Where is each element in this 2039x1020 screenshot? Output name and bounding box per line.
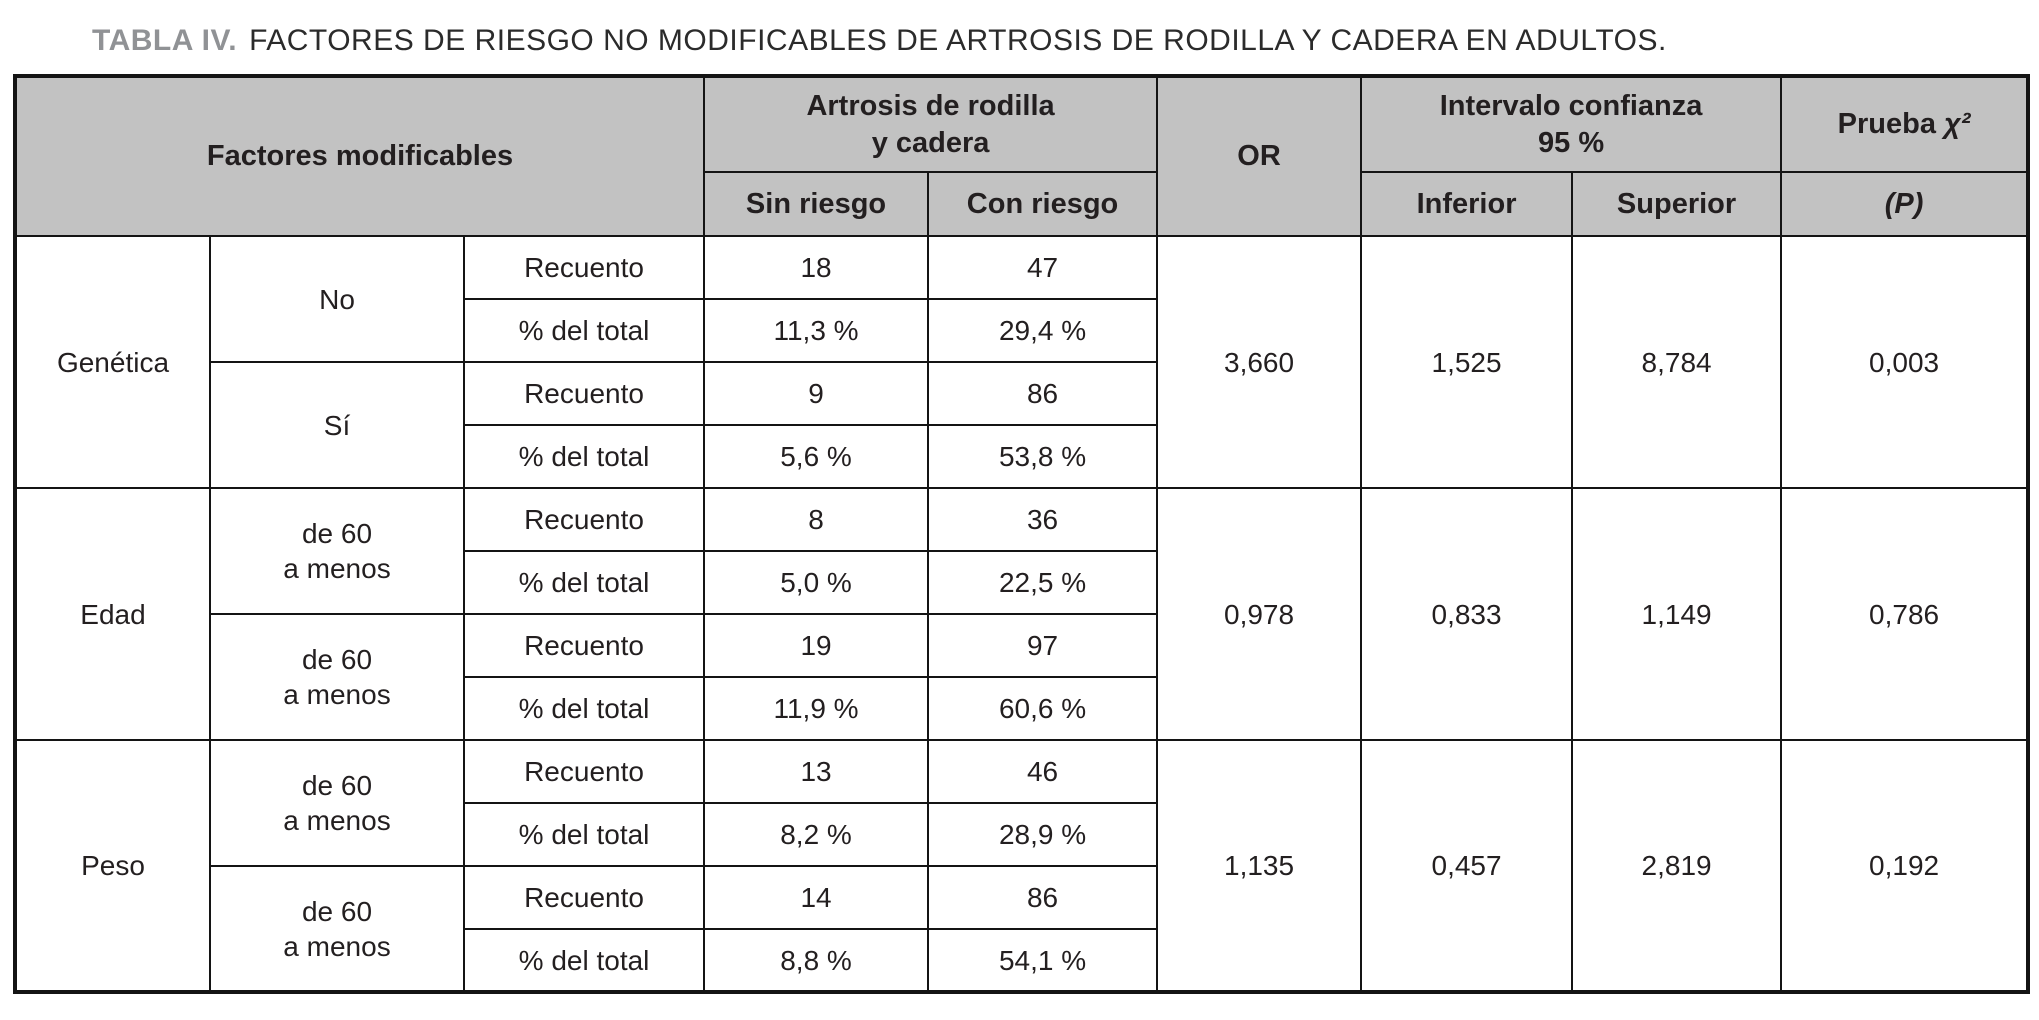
header-con-riesgo: Con riesgo	[927, 171, 1159, 237]
value-sin-riesgo: 5,6 %	[703, 424, 930, 489]
measure-label: Recuento	[462, 865, 706, 930]
table-header: Factores modificables Artrosis de rodill…	[13, 75, 2030, 237]
subgroup-cell: No	[209, 235, 465, 363]
value-sin-riesgo: 8,8 %	[703, 928, 930, 993]
header-or: OR	[1156, 75, 1363, 237]
value-sin-riesgo: 14	[703, 865, 930, 930]
table-row: % del total 8,2 % 28,9 %	[15, 802, 2028, 867]
ci-superior-cell: 8,784	[1571, 235, 1783, 489]
value-con-riesgo: 53,8 %	[927, 424, 1159, 489]
table-row: Edad de 60 a menos Recuento 8 36 0,978 0…	[14, 487, 2030, 741]
table-title-tag: TABLA IV.	[92, 24, 238, 57]
header-sin-riesgo: Sin riesgo	[703, 171, 930, 237]
header-factores: Factores modificables	[13, 75, 706, 237]
measure-label: Recuento	[462, 739, 706, 804]
measure-label: % del total	[462, 676, 706, 741]
ci-inferior-cell: 0,457	[1360, 739, 1574, 993]
value-sin-riesgo: 9	[703, 361, 930, 426]
table-row: % del total 11,9 % 60,6 %	[15, 676, 2028, 741]
table-row: % del total 5,0 % 22,5 %	[15, 550, 2028, 615]
header-p-value: (P)	[1780, 171, 2030, 237]
table-row: Sí Recuento 9 86	[15, 361, 2028, 489]
table-title: TABLA IV. FACTORES DE RIESGO NO MODIFICAB…	[92, 24, 2019, 58]
table-row: de 60 a menos Recuento 19 97	[15, 613, 2028, 741]
table-row: % del total 8,8 % 54,1 %	[15, 928, 2028, 993]
p-value-cell: 0,786	[1780, 487, 2030, 741]
p-value-cell: 0,003	[1780, 235, 2030, 489]
subgroup-cell: de 60 a menos	[209, 613, 465, 741]
value-sin-riesgo: 8	[703, 487, 930, 552]
header-prueba-label: Prueba	[1837, 108, 1936, 141]
value-sin-riesgo: 8,2 %	[703, 802, 930, 867]
measure-label: % del total	[462, 928, 706, 993]
or-cell: 3,660	[1156, 235, 1363, 489]
header-row-1: Factores modificables Artrosis de rodill…	[13, 75, 2030, 237]
value-sin-riesgo: 19	[703, 613, 930, 678]
measure-label: Recuento	[462, 487, 706, 552]
factor-cell: Edad	[14, 487, 211, 741]
p-value-cell: 0,192	[1780, 739, 2030, 993]
subgroup-cell: de 60 a menos	[209, 739, 465, 867]
chi-squared-symbol: χ²	[1944, 108, 1971, 141]
ci-superior-cell: 1,149	[1571, 487, 1783, 741]
value-sin-riesgo: 18	[703, 235, 930, 300]
header-intervalo-confianza: Intervalo confianza 95 %	[1360, 75, 1783, 173]
measure-label: Recuento	[462, 361, 706, 426]
header-prueba-chi2: Prueba χ²	[1780, 75, 2030, 173]
subgroup-cell: de 60 a menos	[209, 487, 465, 615]
value-con-riesgo: 47	[927, 235, 1159, 300]
ci-inferior-cell: 1,525	[1360, 235, 1574, 489]
value-sin-riesgo: 5,0 %	[703, 550, 930, 615]
value-sin-riesgo: 11,9 %	[703, 676, 930, 741]
value-con-riesgo: 54,1 %	[927, 928, 1159, 993]
or-cell: 0,978	[1156, 487, 1363, 741]
measure-label: % del total	[462, 550, 706, 615]
value-con-riesgo: 86	[927, 865, 1159, 930]
table-row: de 60 a menos Recuento 14 86	[15, 865, 2028, 993]
measure-label: % del total	[462, 424, 706, 489]
header-superior: Superior	[1571, 171, 1783, 237]
value-sin-riesgo: 11,3 %	[703, 298, 930, 363]
subgroup-cell: Sí	[209, 361, 465, 489]
subgroup-cell: de 60 a menos	[209, 865, 465, 993]
measure-label: % del total	[462, 802, 706, 867]
table-body: Genética No Recuento 18 47 3,660 1,525 8…	[14, 235, 2030, 993]
header-artrosis: Artrosis de rodilla y cadera	[703, 75, 1159, 173]
measure-label: Recuento	[462, 235, 706, 300]
header-row-2: Sin riesgo Con riesgo Inferior Superior …	[15, 171, 2030, 237]
measure-label: % del total	[462, 298, 706, 363]
measure-label: Recuento	[462, 613, 706, 678]
table-row: % del total 11,3 % 29,4 %	[15, 298, 2028, 363]
factor-cell: Genética	[14, 235, 211, 489]
risk-factors-table: Factores modificables Artrosis de rodill…	[13, 74, 2031, 994]
value-sin-riesgo: 13	[703, 739, 930, 804]
value-con-riesgo: 36	[927, 487, 1159, 552]
value-con-riesgo: 22,5 %	[927, 550, 1159, 615]
table-title-text: FACTORES DE RIESGO NO MODIFICABLES DE AR…	[249, 24, 1667, 57]
value-con-riesgo: 97	[927, 613, 1159, 678]
value-con-riesgo: 46	[927, 739, 1159, 804]
header-inferior: Inferior	[1360, 171, 1574, 237]
value-con-riesgo: 29,4 %	[927, 298, 1159, 363]
table-row: Genética No Recuento 18 47 3,660 1,525 8…	[14, 235, 2030, 489]
ci-superior-cell: 2,819	[1571, 739, 1783, 993]
factor-cell: Peso	[14, 739, 211, 993]
value-con-riesgo: 86	[927, 361, 1159, 426]
value-con-riesgo: 60,6 %	[927, 676, 1159, 741]
table-row: % del total 5,6 % 53,8 %	[15, 424, 2028, 489]
ci-inferior-cell: 0,833	[1360, 487, 1574, 741]
value-con-riesgo: 28,9 %	[927, 802, 1159, 867]
or-cell: 1,135	[1156, 739, 1363, 993]
table-row: Peso de 60 a menos Recuento 13 46 1,135 …	[14, 739, 2030, 993]
